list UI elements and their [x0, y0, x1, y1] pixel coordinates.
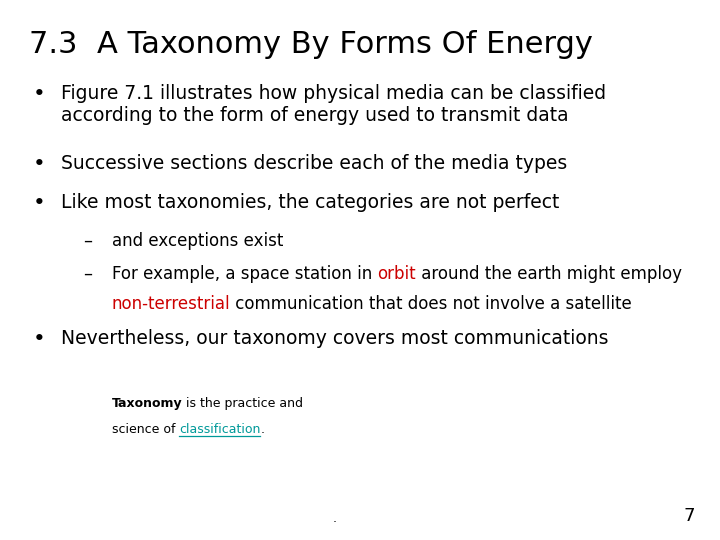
Text: is the practice and: is the practice and [182, 397, 303, 410]
Text: Nevertheless, our taxonomy covers most communications: Nevertheless, our taxonomy covers most c… [61, 329, 608, 348]
Text: 7: 7 [683, 507, 695, 525]
Text: –: – [83, 265, 92, 283]
Text: Successive sections describe each of the media types: Successive sections describe each of the… [61, 154, 567, 173]
Text: •: • [32, 193, 45, 213]
Text: –: – [83, 232, 92, 249]
Text: •: • [32, 84, 45, 104]
Text: communication that does not involve a satellite: communication that does not involve a sa… [230, 295, 632, 313]
Text: science of: science of [112, 423, 179, 436]
Text: For example, a space station in: For example, a space station in [112, 265, 377, 283]
Text: Taxonomy: Taxonomy [112, 397, 182, 410]
Text: Figure 7.1 illustrates how physical media can be classified
according to the for: Figure 7.1 illustrates how physical medi… [61, 84, 606, 125]
Text: orbit: orbit [377, 265, 415, 283]
Text: and exceptions exist: and exceptions exist [112, 232, 283, 249]
Text: non-terrestrial: non-terrestrial [112, 295, 230, 313]
Text: 7.3  A Taxonomy By Forms Of Energy: 7.3 A Taxonomy By Forms Of Energy [29, 30, 593, 59]
Text: classification: classification [179, 423, 261, 436]
Text: •: • [32, 329, 45, 349]
Text: .: . [333, 512, 337, 525]
Text: .: . [261, 423, 264, 436]
Text: around the earth might employ: around the earth might employ [415, 265, 682, 283]
Text: Like most taxonomies, the categories are not perfect: Like most taxonomies, the categories are… [61, 193, 559, 212]
Text: •: • [32, 154, 45, 174]
